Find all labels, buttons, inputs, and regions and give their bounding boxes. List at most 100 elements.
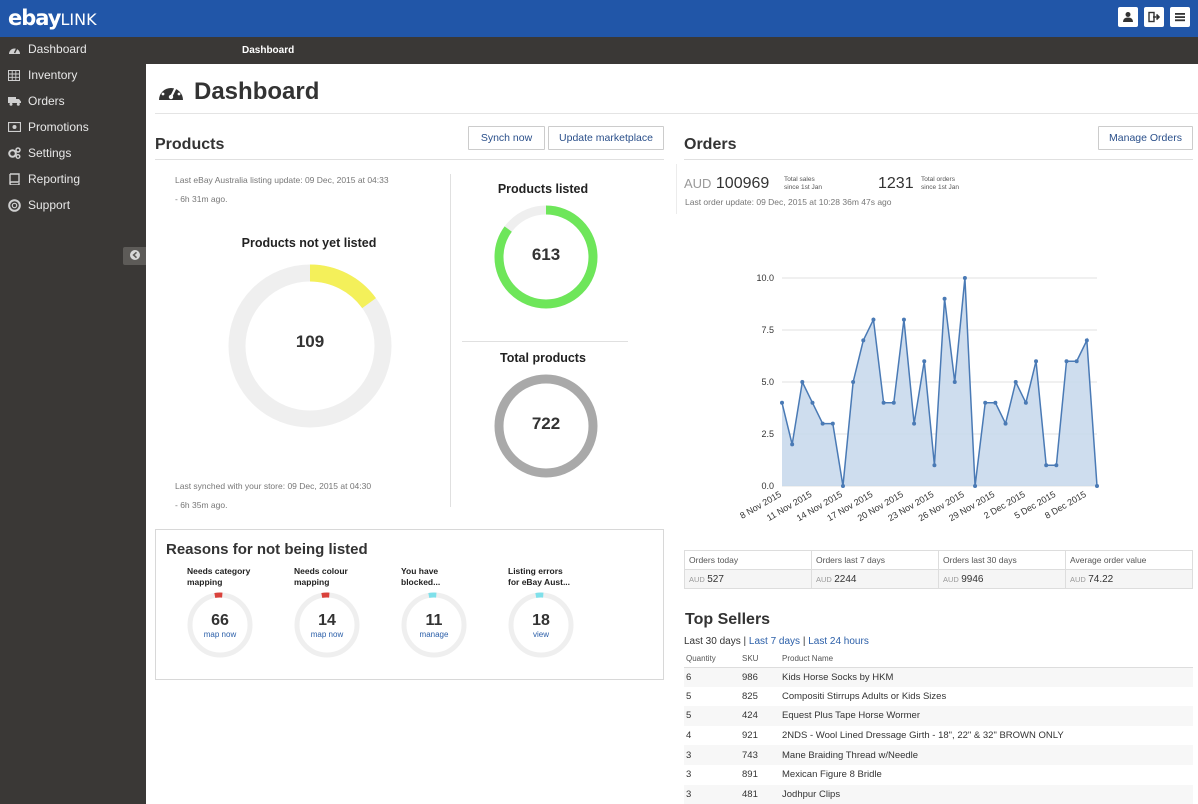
tab-last-30-days[interactable]: Last 30 days bbox=[684, 636, 741, 647]
total-sales-label: Total sales since 1st Jan bbox=[784, 176, 822, 192]
data-point bbox=[1003, 421, 1008, 426]
logout-icon[interactable] bbox=[1144, 7, 1164, 27]
data-point bbox=[800, 380, 805, 384]
data-point bbox=[1084, 338, 1089, 343]
sidebar-item-label: Promotions bbox=[28, 120, 89, 134]
gears-icon bbox=[7, 146, 21, 160]
tab-last-24-hours[interactable]: Last 24 hours bbox=[808, 636, 869, 647]
reason-colour-mapping: Needs colour mapping 14 map now bbox=[294, 566, 384, 658]
total-title: Total products bbox=[500, 351, 586, 365]
data-point bbox=[1054, 463, 1059, 468]
sidebar-item-label: Orders bbox=[28, 94, 65, 108]
data-point bbox=[861, 338, 866, 343]
orders-heading: Orders bbox=[684, 136, 737, 153]
data-point bbox=[830, 421, 835, 426]
sidebar-item-label: Dashboard bbox=[28, 42, 87, 56]
table-row[interactable]: 5 825 Compositi Stirrups Adults or Kids Si… bbox=[684, 687, 1193, 707]
total-sales-label-2: since 1st Jan bbox=[784, 184, 822, 191]
y-tick-label: 2.5 bbox=[761, 429, 774, 439]
map-now-link[interactable]: map now bbox=[310, 630, 344, 639]
sku-cell: 986 bbox=[740, 667, 780, 687]
sidebar-item-settings[interactable]: Settings bbox=[0, 141, 146, 165]
manage-orders-button[interactable]: Manage Orders bbox=[1098, 126, 1193, 150]
data-point bbox=[851, 380, 856, 384]
y-tick-label: 10.0 bbox=[756, 273, 774, 283]
truck-icon bbox=[7, 94, 21, 108]
sidebar-item-dashboard[interactable]: Dashboard bbox=[0, 37, 146, 61]
divider bbox=[676, 164, 677, 214]
currency-label: AUD bbox=[684, 176, 712, 191]
update-marketplace-button[interactable]: Update marketplace bbox=[548, 126, 664, 150]
sidebar-item-support[interactable]: Support bbox=[0, 193, 146, 217]
data-point bbox=[932, 463, 937, 468]
reason-gauge bbox=[294, 592, 360, 658]
sidebar-item-promotions[interactable]: Promotions bbox=[0, 115, 146, 139]
collapse-sidebar-button[interactable] bbox=[123, 247, 146, 265]
quantity-cell: 6 bbox=[684, 667, 740, 687]
sidebar-item-orders[interactable]: Orders bbox=[0, 89, 146, 113]
stat-value: 74.22 bbox=[1088, 573, 1114, 585]
quantity-cell: 3 bbox=[684, 784, 740, 804]
menu-icon[interactable] bbox=[1170, 7, 1190, 27]
reason-value: 66 bbox=[211, 612, 229, 629]
data-point bbox=[1034, 359, 1039, 364]
table-row[interactable]: 3 481 Jodhpur Clips bbox=[684, 784, 1193, 804]
logo-sub: LINK bbox=[60, 10, 97, 29]
top-bar: ebayLINK bbox=[0, 0, 1198, 37]
total-value: 722 bbox=[531, 414, 561, 433]
product-name-cell: Compositi Stirrups Adults or Kids Sizes bbox=[782, 690, 947, 702]
breadcrumb-current[interactable]: Dashboard bbox=[242, 45, 295, 56]
user-icon[interactable] bbox=[1118, 7, 1138, 27]
reason-value: 11 bbox=[425, 612, 443, 629]
reasons-heading: Reasons for not being listed bbox=[166, 541, 368, 558]
arrow-left-circle-icon bbox=[129, 249, 141, 264]
currency-label: AUD bbox=[689, 574, 705, 584]
page-title-text: Dashboard bbox=[194, 78, 320, 105]
product-name-cell: Equest Plus Tape Horse Wormer bbox=[780, 706, 1193, 726]
tab-last-7-days[interactable]: Last 7 days bbox=[748, 636, 801, 647]
stat-header: Orders last 30 days bbox=[938, 550, 1066, 570]
reason-blocked: You have blocked... 11 manage bbox=[401, 566, 491, 658]
divider bbox=[450, 174, 451, 507]
data-point bbox=[942, 296, 947, 301]
table-row[interactable]: 6 986 Kids Horse Socks by HKM bbox=[684, 667, 1193, 687]
stat-header: Orders today bbox=[684, 550, 812, 570]
data-point bbox=[993, 400, 998, 405]
column-header[interactable]: Product Name bbox=[780, 651, 1193, 668]
stat-header: Orders last 7 days bbox=[811, 550, 939, 570]
quantity-cell: 5 bbox=[686, 690, 692, 702]
not-listed-donut bbox=[228, 264, 392, 428]
table-row[interactable]: 3 743 Mane Braiding Thread w/Needle bbox=[684, 745, 1193, 765]
column-header[interactable]: Quantity bbox=[684, 651, 740, 668]
quantity-cell: 3 bbox=[686, 769, 692, 781]
view-link[interactable]: view bbox=[532, 630, 549, 639]
data-point bbox=[1013, 380, 1018, 384]
sidebar-item-label: Support bbox=[28, 198, 71, 212]
map-now-link[interactable]: map now bbox=[203, 630, 237, 639]
data-point bbox=[871, 317, 876, 322]
table-row[interactable]: 5 424 Equest Plus Tape Horse Wormer bbox=[684, 706, 1193, 726]
manage-link[interactable]: manage bbox=[419, 630, 449, 639]
products-heading: Products bbox=[155, 136, 225, 153]
tab-separator: | bbox=[743, 636, 747, 647]
data-point bbox=[780, 400, 784, 405]
column-header[interactable]: SKU bbox=[740, 651, 780, 668]
reason-label: Needs colour bbox=[294, 566, 348, 576]
sidebar-item-reporting[interactable]: Reporting bbox=[0, 167, 146, 191]
page-title: Dashboard bbox=[158, 78, 319, 106]
lifebuoy-icon bbox=[7, 198, 21, 212]
data-point bbox=[1044, 463, 1049, 468]
synch-now-button[interactable]: Synch now bbox=[468, 126, 545, 150]
reason-gauge bbox=[508, 592, 574, 658]
data-point bbox=[1064, 359, 1069, 364]
table-row[interactable]: 3 891 Mexican Figure 8 Bridle bbox=[684, 765, 1193, 785]
data-point bbox=[820, 421, 825, 426]
reason-label: Needs category bbox=[187, 566, 251, 576]
quantity-cell: 5 bbox=[684, 706, 740, 726]
sidebar-item-inventory[interactable]: Inventory bbox=[0, 63, 146, 87]
ebaylink-logo[interactable]: ebayLINK bbox=[8, 6, 97, 30]
listing-update-ago: - 6h 31m ago. bbox=[175, 194, 228, 204]
product-name-cell: Mane Braiding Thread w/Needle bbox=[780, 745, 1193, 765]
total-donut bbox=[494, 374, 598, 478]
table-row[interactable]: 4 921 2NDS - Wool Lined Dressage Girth - 1… bbox=[684, 726, 1193, 746]
